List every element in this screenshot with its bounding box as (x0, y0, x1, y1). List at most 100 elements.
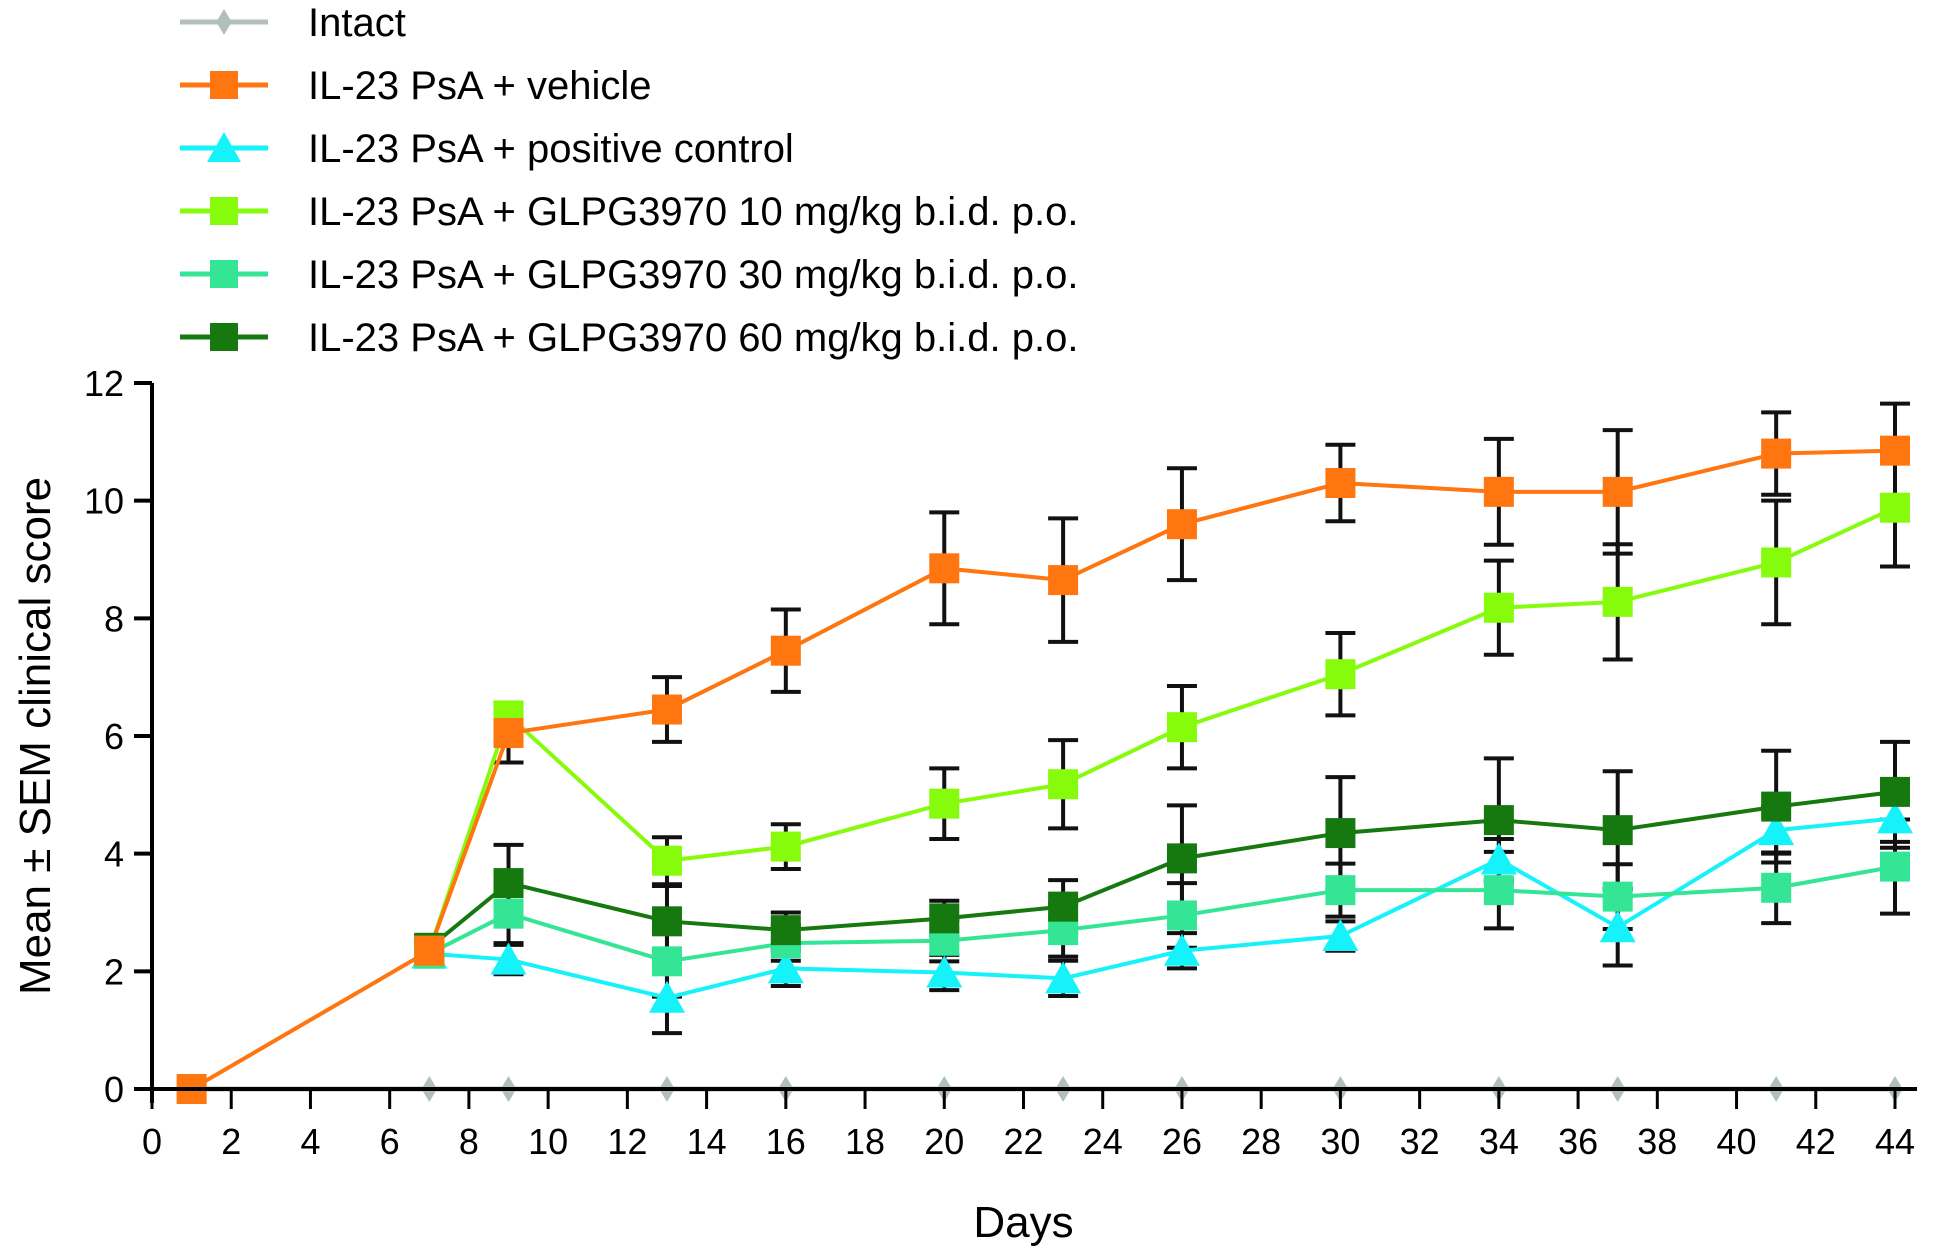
legend-item-il-23-psa-vehicle: IL-23 PsA + vehicle (180, 64, 652, 108)
x-tick-label: 16 (766, 1121, 806, 1162)
legend-marker-triangle-icon (207, 132, 241, 162)
data-point-il-23-psa-glpg3970-60-mg-kg-b-i-d-p-o (651, 906, 682, 937)
legend-item-il-23-psa-glpg3970-10-mg-kg-b-i-d-p-o: IL-23 PsA + GLPG3970 10 mg/kg b.i.d. p.o… (180, 190, 1078, 234)
data-point-il-23-psa-glpg3970-30-mg-kg-b-i-d-p-o (1880, 851, 1910, 882)
x-tick-label: 26 (1162, 1121, 1202, 1162)
legend-label: IL-23 PsA + GLPG3970 10 mg/kg b.i.d. p.o… (308, 190, 1078, 234)
data-point-il-23-psa-glpg3970-10-mg-kg-b-i-d-p-o (651, 845, 682, 876)
x-tick-label: 30 (1320, 1121, 1360, 1162)
x-tick-label: 40 (1717, 1121, 1757, 1162)
data-point-il-23-psa-positive-control (1599, 910, 1636, 943)
data-point-il-23-psa-glpg3970-60-mg-kg-b-i-d-p-o (929, 903, 960, 934)
data-point-il-23-psa-glpg3970-10-mg-kg-b-i-d-p-o (1483, 592, 1514, 623)
x-tick-label: 14 (687, 1121, 727, 1162)
data-point-il-23-psa-vehicle (1166, 509, 1197, 540)
legend-item-il-23-psa-positive-control: IL-23 PsA + positive control (180, 127, 794, 171)
x-tick-label: 36 (1558, 1121, 1598, 1162)
data-point-il-23-psa-glpg3970-10-mg-kg-b-i-d-p-o (1325, 659, 1356, 690)
x-tick-label: 38 (1637, 1121, 1677, 1162)
x-tick-label: 2 (221, 1121, 241, 1162)
series-lines (190, 448, 1896, 1092)
data-point-il-23-psa-vehicle (770, 635, 801, 666)
data-point-il-23-psa-glpg3970-30-mg-kg-b-i-d-p-o (651, 946, 682, 977)
legend-label: IL-23 PsA + GLPG3970 30 mg/kg b.i.d. p.o… (308, 253, 1078, 297)
data-point-il-23-psa-glpg3970-60-mg-kg-b-i-d-p-o (1602, 815, 1633, 846)
data-point-il-23-psa-glpg3970-60-mg-kg-b-i-d-p-o (1048, 891, 1079, 922)
data-point-il-23-psa-positive-control (1758, 813, 1795, 846)
data-point-il-23-psa-glpg3970-10-mg-kg-b-i-d-p-o (770, 831, 801, 862)
legend-item-il-23-psa-glpg3970-60-mg-kg-b-i-d-p-o: IL-23 PsA + GLPG3970 60 mg/kg b.i.d. p.o… (180, 316, 1078, 360)
y-tick-label: 6 (104, 716, 124, 757)
series-markers (176, 435, 1913, 1104)
data-point-il-23-psa-glpg3970-60-mg-kg-b-i-d-p-o (1761, 791, 1792, 822)
series-line-il-23-psa-vehicle (190, 448, 1896, 1091)
data-point-il-23-psa-glpg3970-30-mg-kg-b-i-d-p-o (1602, 881, 1633, 912)
legend-marker-square-icon (210, 71, 238, 99)
series-line-il-23-psa-glpg3970-60-mg-kg-b-i-d-p-o (428, 789, 1896, 950)
data-point-il-23-psa-vehicle (1761, 438, 1792, 469)
data-point-il-23-psa-vehicle (414, 935, 445, 966)
x-tick-label: 4 (300, 1121, 320, 1162)
legend-marker-square-icon (210, 323, 238, 351)
data-point-il-23-psa-positive-control (1045, 961, 1082, 994)
y-axis-title: Mean ± SEM clinical score (11, 477, 60, 995)
data-point-il-23-psa-vehicle (1325, 468, 1356, 499)
data-point-il-23-psa-vehicle (1483, 476, 1514, 507)
legend-item-intact: Intact (180, 1, 406, 45)
legend-label: IL-23 PsA + GLPG3970 60 mg/kg b.i.d. p.o… (308, 316, 1078, 360)
x-tick-label: 8 (459, 1121, 479, 1162)
data-point-il-23-psa-vehicle (493, 718, 524, 749)
legend: Intact IL-23 PsA + vehicle IL-23 PsA + pos… (180, 1, 1078, 360)
x-tick-label: 28 (1241, 1121, 1281, 1162)
data-point-il-23-psa-positive-control (648, 980, 685, 1013)
data-point-il-23-psa-glpg3970-60-mg-kg-b-i-d-p-o (1483, 805, 1514, 836)
data-point-il-23-psa-glpg3970-10-mg-kg-b-i-d-p-o (1880, 492, 1910, 523)
data-point-il-23-psa-vehicle (1880, 435, 1910, 466)
x-tick-label: 0 (142, 1121, 162, 1162)
x-tick-label: 34 (1479, 1121, 1519, 1162)
y-tick-label: 2 (104, 951, 124, 992)
data-point-il-23-psa-glpg3970-10-mg-kg-b-i-d-p-o (1048, 769, 1079, 800)
data-point-il-23-psa-vehicle (1048, 565, 1079, 596)
y-tick-label: 8 (104, 598, 124, 639)
x-tick-label: 6 (380, 1121, 400, 1162)
data-point-il-23-psa-glpg3970-10-mg-kg-b-i-d-p-o (1761, 547, 1792, 578)
legend-marker-square-icon (210, 197, 238, 225)
error-bars (414, 401, 1910, 1036)
data-point-il-23-psa-positive-control (1480, 842, 1517, 875)
x-tick-label: 42 (1796, 1121, 1836, 1162)
data-point-il-23-psa-positive-control (490, 942, 527, 975)
data-point-il-23-psa-positive-control (1877, 801, 1913, 834)
data-point-il-23-psa-glpg3970-60-mg-kg-b-i-d-p-o (1880, 776, 1910, 807)
y-ticks: 0 2 4 6 8 10 12 (84, 363, 152, 1110)
y-tick-label: 12 (84, 363, 124, 404)
data-point-il-23-psa-glpg3970-30-mg-kg-b-i-d-p-o (1166, 900, 1197, 931)
data-point-il-23-psa-glpg3970-30-mg-kg-b-i-d-p-o (1761, 872, 1792, 903)
data-point-il-23-psa-glpg3970-30-mg-kg-b-i-d-p-o (493, 898, 524, 929)
x-tick-label: 12 (607, 1121, 647, 1162)
data-point-il-23-psa-vehicle (651, 694, 682, 725)
x-tick-label: 10 (528, 1121, 568, 1162)
x-axis-title: Days (973, 1198, 1073, 1247)
x-tick-label: 20 (924, 1121, 964, 1162)
series-line-il-23-psa-glpg3970-30-mg-kg-b-i-d-p-o (428, 864, 1896, 964)
data-point-il-23-psa-glpg3970-30-mg-kg-b-i-d-p-o (1325, 875, 1356, 906)
data-point-il-23-psa-glpg3970-30-mg-kg-b-i-d-p-o (1483, 875, 1514, 906)
series-line-il-23-psa-positive-control (429, 816, 1896, 1000)
data-point-il-23-psa-glpg3970-10-mg-kg-b-i-d-p-o (929, 788, 960, 819)
data-point-il-23-psa-glpg3970-60-mg-kg-b-i-d-p-o (1166, 843, 1197, 874)
data-point-il-23-psa-vehicle (929, 553, 960, 584)
y-tick-label: 0 (104, 1069, 124, 1110)
data-point-il-23-psa-glpg3970-60-mg-kg-b-i-d-p-o (770, 915, 801, 946)
legend-label: Intact (308, 1, 406, 45)
x-tick-label: 32 (1400, 1121, 1440, 1162)
data-point-il-23-psa-positive-control (926, 955, 963, 988)
legend-item-il-23-psa-glpg3970-30-mg-kg-b-i-d-p-o: IL-23 PsA + GLPG3970 30 mg/kg b.i.d. p.o… (180, 253, 1078, 297)
legend-marker-square-icon (210, 260, 238, 288)
data-point-il-23-psa-glpg3970-60-mg-kg-b-i-d-p-o (493, 868, 524, 899)
x-tick-label: 44 (1875, 1121, 1915, 1162)
data-point-il-23-psa-glpg3970-10-mg-kg-b-i-d-p-o (1166, 712, 1197, 743)
series-line-il-23-psa-glpg3970-10-mg-kg-b-i-d-p-o (427, 505, 1896, 952)
